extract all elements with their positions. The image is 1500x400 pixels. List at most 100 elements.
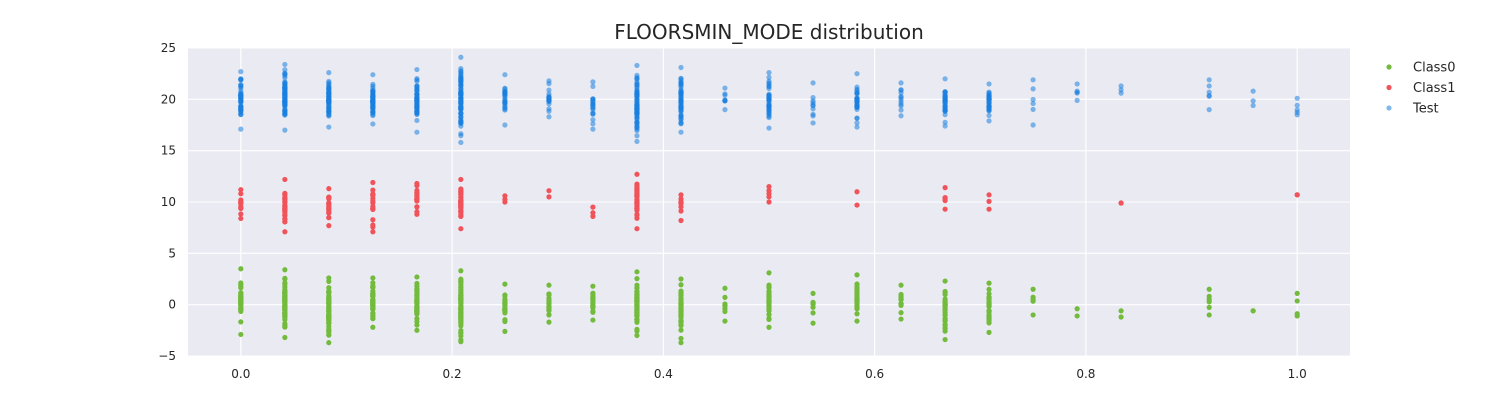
point-class0 [546,301,552,307]
point-test [1074,97,1080,103]
point-class0 [766,270,772,276]
point-class0 [282,276,288,282]
legend: Class0 Class1 Test [1386,61,1455,117]
point-class0 [590,300,596,307]
point-class0 [810,290,816,296]
point-test [238,83,244,90]
point-class1 [634,194,640,200]
x-tick-label: 0.8 [1076,367,1095,381]
point-class1 [326,215,332,221]
point-class1 [942,206,948,212]
point-test [590,83,596,90]
point-test [370,81,376,87]
point-class0 [678,323,684,329]
point-class0 [942,289,948,295]
point-class0 [634,293,640,299]
point-test [546,81,552,87]
point-class0 [282,297,288,303]
point-test [370,121,376,127]
point-test [1294,109,1300,115]
point-test [414,129,420,135]
point-test [282,127,288,133]
point-test [1030,100,1036,107]
point-class0 [282,334,288,341]
point-test [766,91,772,97]
point-class1 [414,187,420,194]
point-class0 [414,280,420,287]
point-test [634,79,640,85]
point-test [854,115,860,121]
point-test [942,76,948,82]
point-class1 [590,213,596,219]
point-test [942,119,948,125]
point-test [414,88,420,94]
point-class0 [326,340,332,346]
point-class0 [986,280,992,286]
point-class0 [326,288,332,294]
point-class1 [282,176,288,183]
point-test [678,104,684,110]
point-class0 [370,297,376,303]
point-test [942,89,948,95]
point-class0 [766,316,772,322]
point-class0 [942,336,948,343]
point-class0 [502,317,508,323]
point-class0 [1206,286,1212,292]
point-test [546,97,552,103]
point-test [282,105,288,111]
point-test [1030,77,1036,83]
point-class0 [414,327,420,333]
point-test [942,96,948,102]
point-class1 [678,217,684,224]
point-class0 [634,298,640,304]
point-test [326,80,332,86]
point-class0 [1294,290,1300,296]
point-test [458,110,464,116]
point-class1 [1294,192,1300,198]
point-class1 [238,199,244,205]
point-test [1074,81,1080,87]
point-class1 [942,197,948,204]
point-class0 [810,300,816,306]
point-class0 [766,324,772,330]
point-class0 [502,298,508,304]
point-test [458,117,464,123]
point-class0 [458,279,464,285]
point-test [678,80,684,86]
point-class0 [1118,314,1124,320]
point-class1 [458,213,464,219]
point-class0 [1030,298,1036,304]
point-test [1030,96,1036,103]
point-class0 [634,282,640,288]
legend-marker [1386,84,1392,91]
point-class1 [238,215,244,222]
point-test [502,85,508,91]
legend-label: Class1 [1413,81,1455,96]
point-test [1074,88,1080,94]
point-test [414,83,420,89]
point-class0 [722,303,728,309]
point-class1 [238,191,244,197]
point-class1 [282,212,288,219]
point-class0 [766,282,772,288]
point-class0 [634,276,640,282]
point-class1 [414,209,420,215]
point-class0 [634,332,640,339]
x-tick-label: 0.0 [231,367,250,381]
point-test [634,87,640,94]
point-test [766,83,772,89]
point-test [326,84,332,91]
y-tick-label: 20 [161,92,176,106]
point-class1 [546,194,552,200]
point-test [502,122,508,128]
point-class0 [238,319,244,325]
point-class1 [414,197,420,203]
point-class0 [766,297,772,303]
point-class1 [766,184,772,190]
point-class0 [238,331,244,338]
point-test [326,99,332,105]
point-class1 [1118,200,1124,206]
point-class1 [282,200,288,206]
point-test [458,131,464,137]
